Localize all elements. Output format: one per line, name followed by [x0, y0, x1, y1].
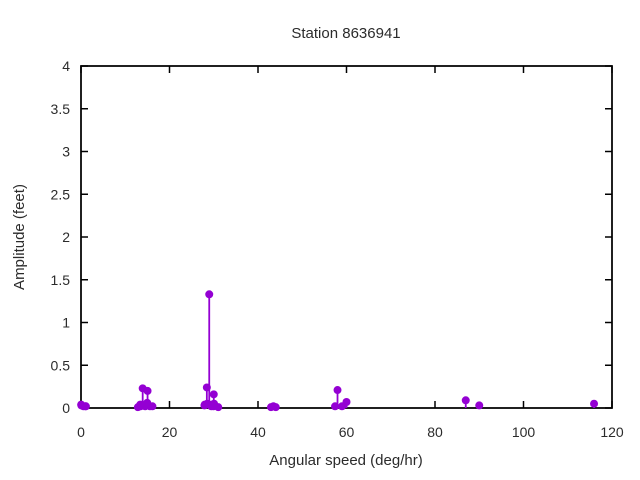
y-tick-label: 2 [62, 229, 70, 245]
plot-border [80, 65, 613, 409]
data-point [205, 290, 214, 299]
x-axis-title: Angular speed (deg/hr) [269, 452, 422, 469]
data-point [143, 386, 152, 395]
y-tick-label: 1 [62, 315, 70, 331]
x-tick-label: 60 [339, 424, 355, 440]
x-tick-label: 0 [77, 424, 85, 440]
data-point [590, 399, 599, 408]
data-point [209, 390, 218, 399]
data-point [342, 398, 351, 407]
x-tick-label: 120 [600, 424, 624, 440]
data-point [333, 386, 342, 395]
x-tick-label: 100 [512, 424, 536, 440]
data-point [461, 396, 470, 405]
y-tick-label: 1.5 [51, 272, 71, 288]
y-tick-label: 4 [62, 58, 70, 74]
data-point [271, 403, 280, 412]
x-tick-label: 80 [427, 424, 443, 440]
plot-area: 0 20 40 60 80 100 120 0 0.5 1 1.5 2 2.5 3 3.5 4 [51, 58, 624, 440]
data-point [214, 403, 223, 412]
y-tick-label: 0.5 [51, 357, 71, 373]
chart-title: Station 8636941 [291, 25, 400, 42]
y-axis-title: Amplitude (feet) [11, 184, 28, 290]
y-tick-label: 0 [62, 400, 70, 416]
data-point [148, 402, 157, 411]
y-tick-label: 3.5 [51, 101, 71, 117]
x-tick-label: 40 [250, 424, 266, 440]
y-tick-label: 3 [62, 144, 70, 160]
y-tick-label: 2.5 [51, 186, 71, 202]
data-point [81, 402, 90, 411]
x-tick-label: 20 [162, 424, 178, 440]
data-point [475, 401, 484, 410]
